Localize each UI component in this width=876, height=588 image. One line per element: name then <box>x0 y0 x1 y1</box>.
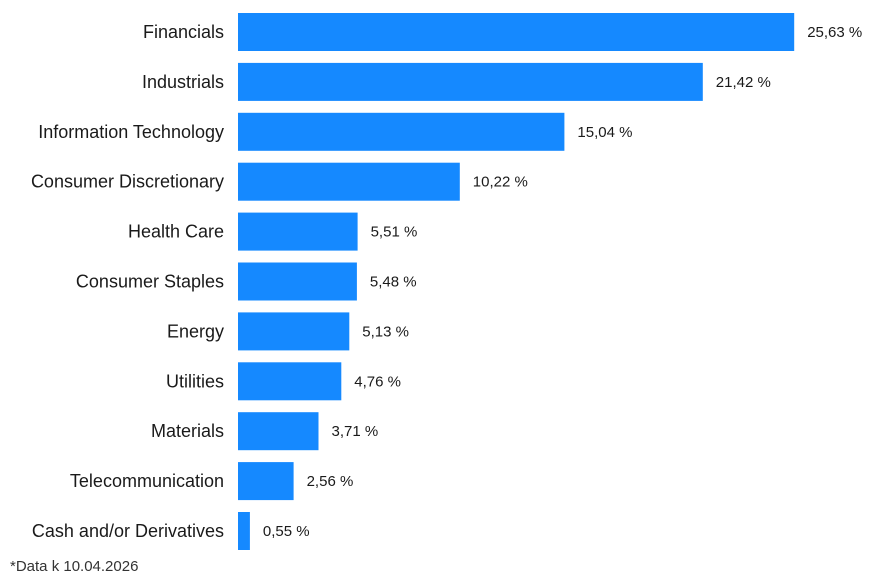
bar-information-technology <box>238 112 565 151</box>
category-label-industrials: Industrials <box>142 72 224 92</box>
bar-energy <box>238 312 350 351</box>
bar-financials <box>238 13 795 51</box>
value-label-consumer-staples: 5,48 % <box>370 274 417 291</box>
category-label-consumer-staples: Consumer Staples <box>76 272 224 292</box>
category-label-telecommunication: Telecommunication <box>70 471 224 491</box>
bar-consumer-discretionary <box>238 162 460 201</box>
bar-utilities <box>238 362 342 401</box>
category-label-consumer-discretionary: Consumer Discretionary <box>31 172 224 192</box>
category-label-cash-and-or-derivatives: Cash and/or Derivatives <box>32 521 224 541</box>
value-label-energy: 5,13 % <box>362 323 409 340</box>
bar-industrials <box>238 62 703 101</box>
category-label-health-care: Health Care <box>128 222 224 242</box>
value-label-information-technology: 15,04 % <box>577 124 632 141</box>
value-label-financials: 25,63 % <box>807 24 862 41</box>
bar-cash-and-or-derivatives <box>238 512 250 550</box>
value-label-health-care: 5,51 % <box>371 224 418 241</box>
value-label-utilities: 4,76 % <box>354 373 401 390</box>
value-label-materials: 3,71 % <box>332 423 379 440</box>
bar-consumer-staples <box>238 262 357 301</box>
value-label-industrials: 21,42 % <box>716 74 771 91</box>
value-label-consumer-discretionary: 10,22 % <box>473 174 528 191</box>
category-label-utilities: Utilities <box>166 371 224 391</box>
value-label-cash-and-or-derivatives: 0,55 % <box>263 523 310 540</box>
category-label-financials: Financials <box>143 22 224 42</box>
data-date-footnote: *Data k 10.04.2026 <box>10 558 139 575</box>
category-label-information-technology: Information Technology <box>38 122 224 142</box>
bar-materials <box>238 412 319 451</box>
bar-health-care <box>238 212 358 251</box>
value-label-telecommunication: 2,56 % <box>307 473 354 490</box>
bar-telecommunication <box>238 462 294 501</box>
category-label-materials: Materials <box>151 421 224 441</box>
category-label-energy: Energy <box>167 321 224 341</box>
